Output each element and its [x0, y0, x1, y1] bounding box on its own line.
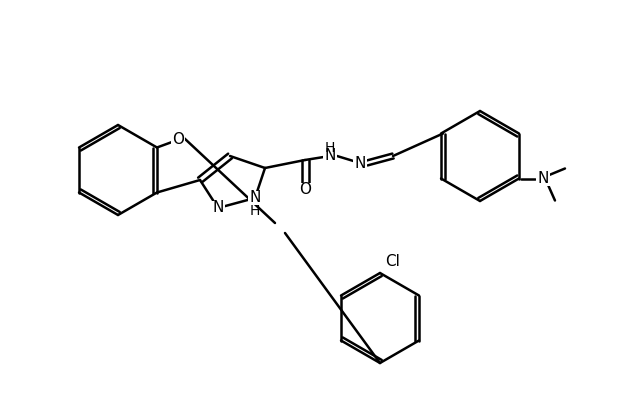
- Text: N: N: [538, 171, 548, 186]
- Bar: [298, 183, 312, 197]
- Bar: [536, 171, 550, 186]
- Text: N: N: [250, 191, 260, 206]
- Text: N: N: [212, 200, 224, 215]
- Bar: [374, 254, 396, 268]
- Text: N: N: [324, 149, 336, 164]
- Bar: [248, 191, 262, 205]
- Text: O: O: [299, 182, 311, 197]
- Bar: [171, 133, 185, 147]
- Bar: [211, 201, 225, 215]
- Text: H: H: [250, 204, 260, 218]
- Text: Cl: Cl: [385, 253, 400, 268]
- Text: N: N: [355, 155, 365, 171]
- Bar: [323, 149, 337, 163]
- Text: H: H: [325, 141, 335, 155]
- Text: O: O: [172, 133, 184, 148]
- Bar: [353, 156, 367, 170]
